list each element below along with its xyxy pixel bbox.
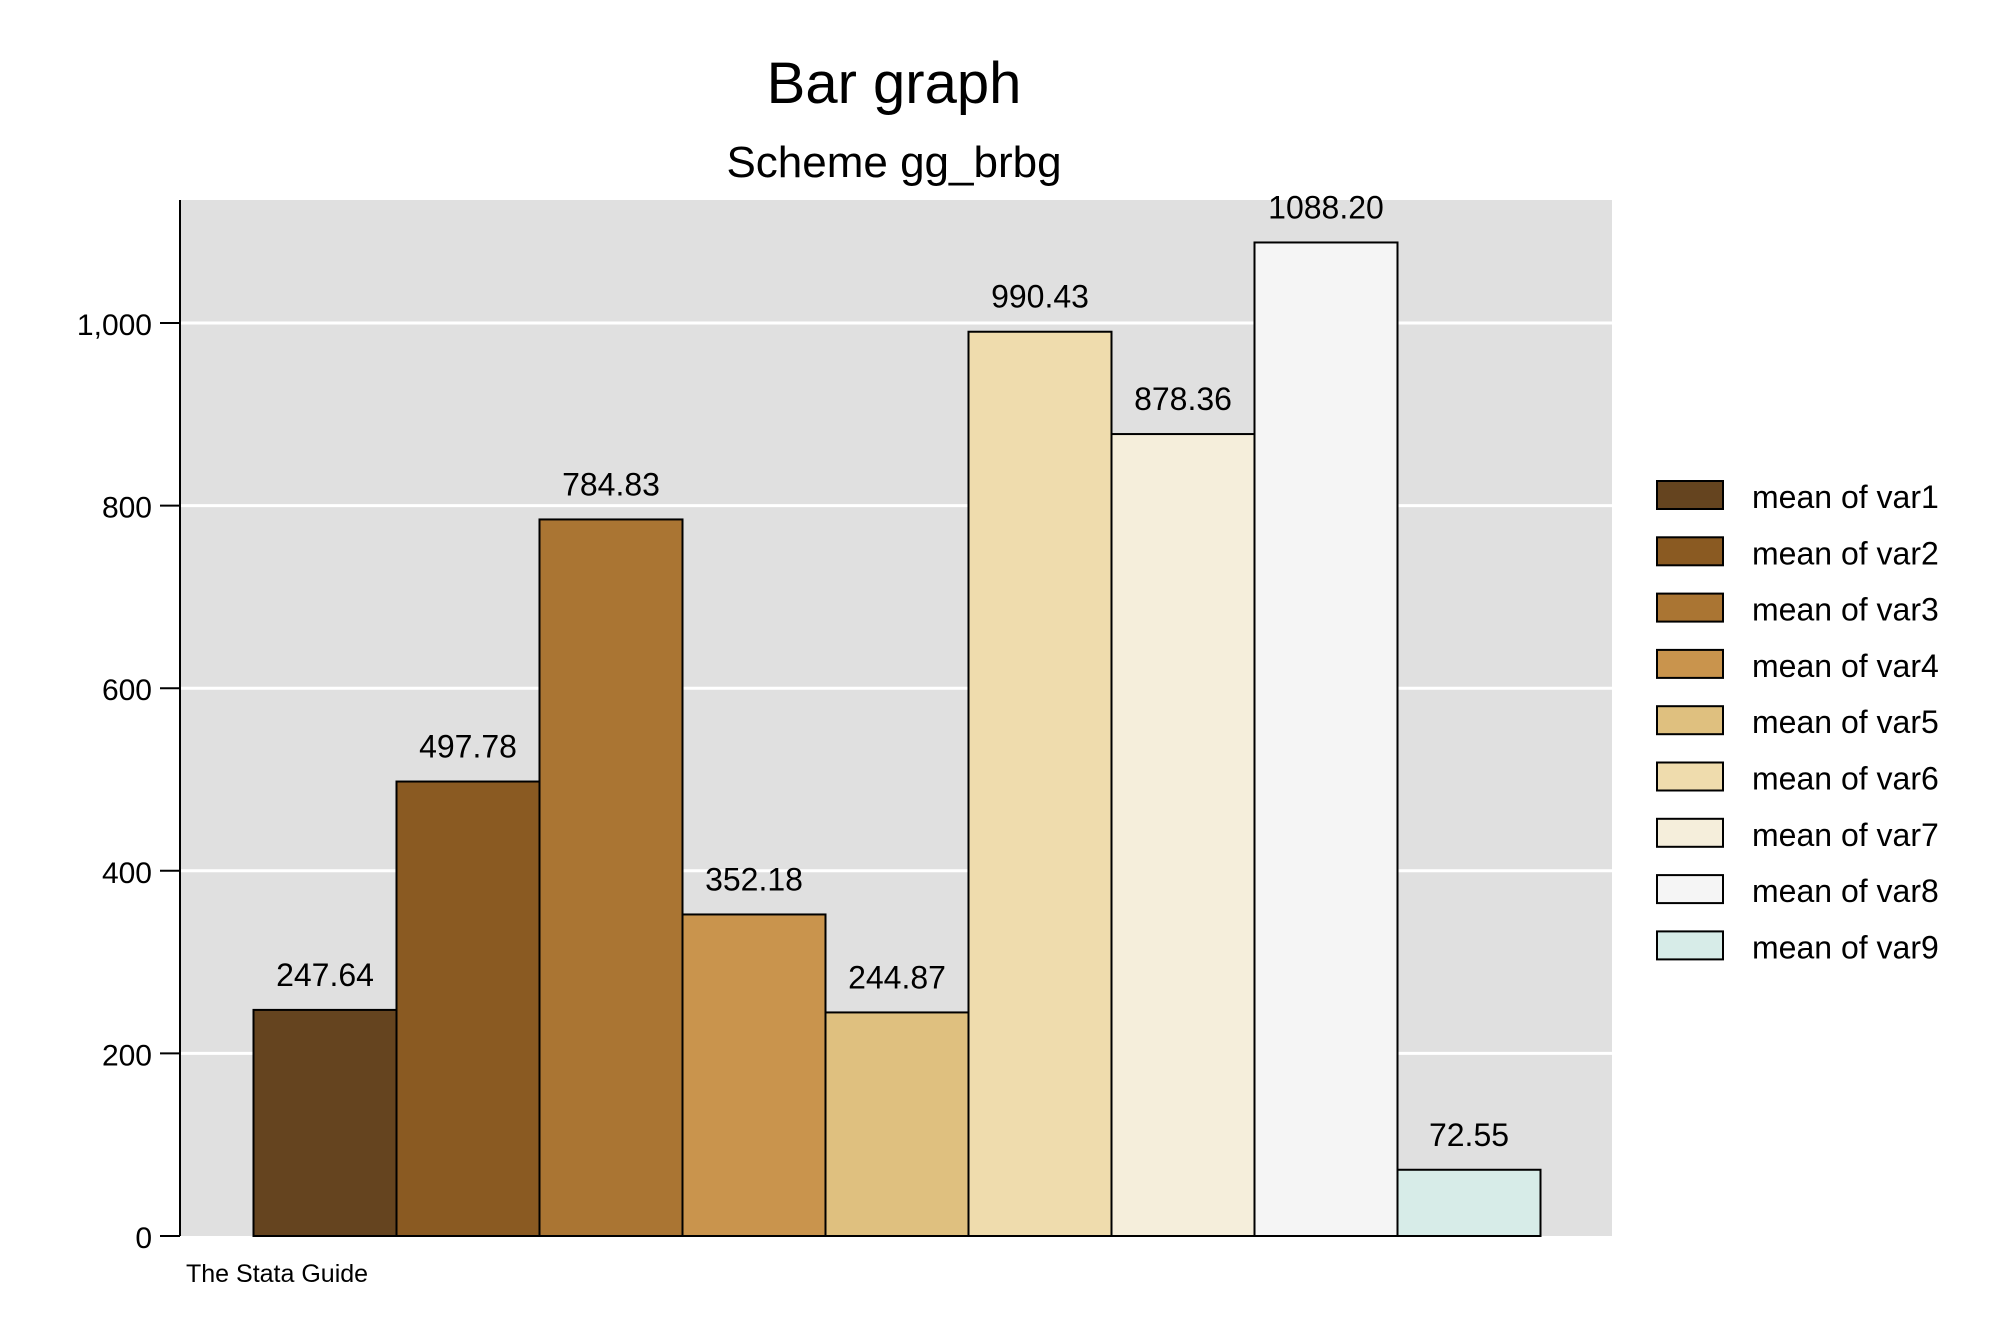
bar-var2: [395, 780, 541, 1237]
bar-var1: [252, 1008, 398, 1237]
bar-value-label: 244.87: [848, 959, 946, 995]
legend-item: mean of var1: [1656, 479, 1939, 515]
bar-var7: [1110, 433, 1256, 1237]
legend-label: mean of var1: [1752, 479, 1939, 515]
legend-swatch: [1656, 648, 1724, 679]
legend-label: mean of var8: [1752, 873, 1939, 909]
bar-var5: [824, 1011, 970, 1238]
y-axis-ticks: 0 200 400 600 800 1,000: [77, 309, 180, 1255]
y-tick-label: 400: [102, 857, 152, 890]
bar-var9: [1396, 1168, 1542, 1237]
legend-item: mean of var9: [1656, 929, 1939, 965]
y-tick-label: 1,000: [77, 309, 152, 342]
y-tick-label: 600: [102, 674, 152, 707]
bar-value-labels: 247.64 497.78 784.83 352.18 244.87 990.43 878.…: [276, 189, 1509, 1152]
legend-swatch: [1656, 930, 1724, 961]
legend-swatch: [1656, 480, 1724, 510]
legend-item: mean of var8: [1656, 873, 1939, 909]
chart-title: Bar graph: [767, 51, 1022, 116]
bar-value-label: 878.36: [1134, 381, 1232, 417]
legend-swatch: [1656, 817, 1724, 848]
bar-value-label: 1088.20: [1268, 189, 1384, 225]
bar-value-label: 72.55: [1429, 1117, 1509, 1153]
legend-label: mean of var5: [1752, 704, 1939, 740]
legend-item: mean of var3: [1656, 592, 1939, 628]
legend-label: mean of var4: [1752, 648, 1939, 684]
bar-value-label: 352.18: [705, 861, 803, 897]
legend-label: mean of var2: [1752, 535, 1939, 571]
bar-value-label: 784.83: [562, 466, 660, 502]
legend-swatch: [1656, 874, 1724, 905]
bar-var6: [967, 330, 1113, 1237]
bar-var4: [681, 913, 827, 1237]
legend-swatch: [1656, 705, 1724, 736]
legend-item: mean of var4: [1656, 648, 1939, 684]
legend-swatch: [1656, 592, 1724, 623]
bars: [252, 241, 1542, 1238]
legend-item: mean of var7: [1656, 817, 1939, 853]
source-note: The Stata Guide: [186, 1260, 368, 1288]
legend-item: mean of var2: [1656, 535, 1939, 571]
legend-label: mean of var3: [1752, 592, 1939, 628]
legend-item: mean of var5: [1656, 704, 1939, 740]
bar-value-label: 247.64: [276, 957, 374, 993]
bar-var8: [1253, 241, 1399, 1238]
chart-subtitle: Scheme gg_brbg: [726, 138, 1061, 187]
y-tick-label: 800: [102, 492, 152, 525]
legend: mean of var1 mean of var2 mean of var3 mean…: [1656, 479, 1939, 965]
legend-label: mean of var7: [1752, 817, 1939, 853]
legend-swatch: [1656, 536, 1724, 567]
legend-label: mean of var6: [1752, 761, 1939, 797]
legend-item: mean of var6: [1656, 761, 1939, 797]
bar-value-label: 990.43: [991, 279, 1089, 315]
y-tick-label: 0: [135, 1222, 152, 1255]
bar-value-label: 497.78: [419, 729, 517, 765]
legend-swatch: [1656, 761, 1724, 792]
bar-var3: [538, 518, 684, 1237]
y-tick-label: 200: [102, 1039, 152, 1072]
legend-label: mean of var9: [1752, 929, 1939, 965]
